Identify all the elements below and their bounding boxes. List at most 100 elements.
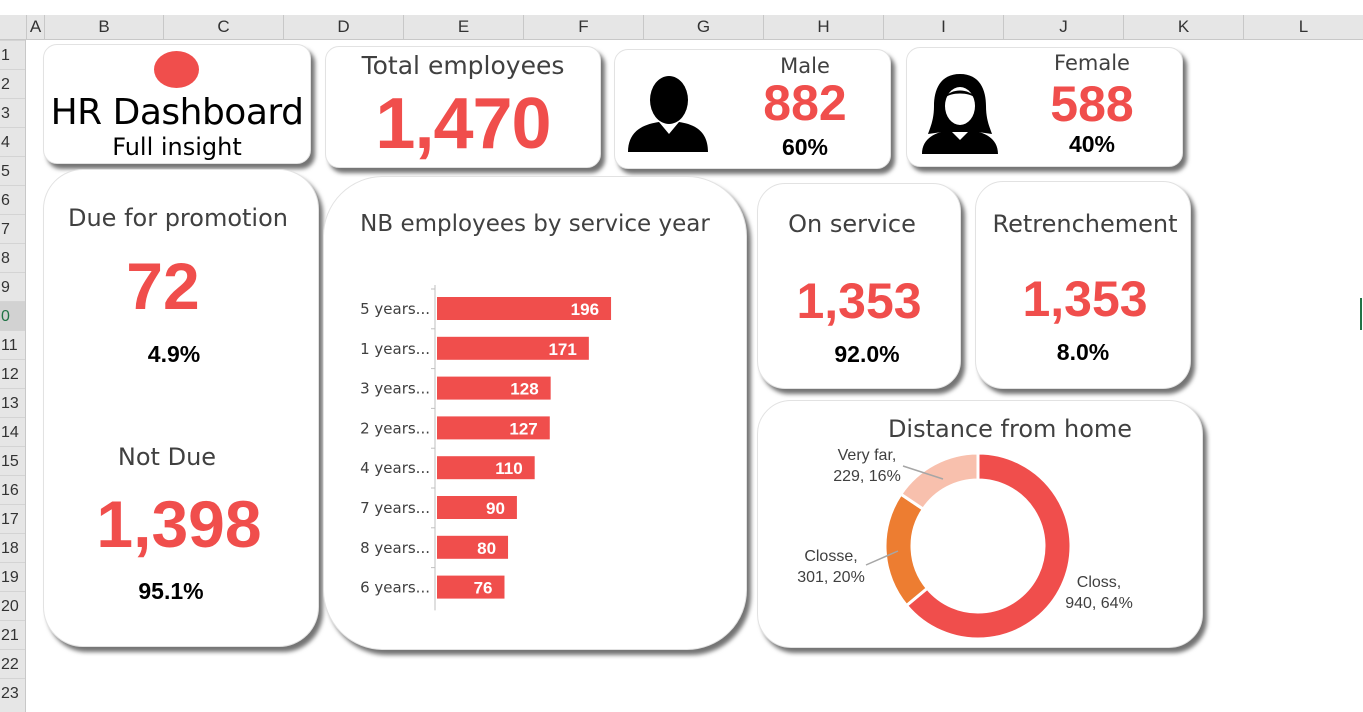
- row-header-20[interactable]: 20: [0, 591, 25, 620]
- bar-data-label: 110: [495, 459, 522, 478]
- male-card: Male 882 60%: [614, 49, 891, 169]
- donut-label-closse-detail: 301, 20%: [797, 569, 865, 586]
- donut-label-very-far: Very far, 229, 16%: [822, 445, 912, 487]
- donut-slice: [904, 451, 1073, 641]
- row-header-2[interactable]: 2: [0, 69, 25, 98]
- row-header-3[interactable]: 3: [0, 98, 25, 127]
- row-header-9[interactable]: 9: [0, 272, 25, 301]
- male-person-icon: [625, 72, 711, 152]
- column-header-h[interactable]: H: [763, 15, 883, 39]
- on-service-percent: 92.0%: [834, 341, 900, 367]
- retrenchement-card: Retrenchement 1,353 8.0%: [975, 181, 1191, 389]
- bar: [437, 297, 612, 320]
- on-service-card: On service 1,353 92.0%: [757, 183, 961, 389]
- donut-leader-line: [865, 550, 899, 566]
- row-header-11[interactable]: 11: [0, 330, 25, 359]
- brand-dot-icon: [154, 51, 199, 88]
- column-header-a[interactable]: A: [26, 15, 44, 39]
- bar: [437, 535, 509, 559]
- row-header-6[interactable]: 6: [0, 185, 25, 214]
- row-header-5[interactable]: 5: [0, 156, 25, 185]
- donut-label-closs-detail: 940, 64%: [1065, 595, 1133, 612]
- bar-category-label: 1 years...: [360, 340, 430, 358]
- male-value: 882: [763, 75, 847, 131]
- row-header-21[interactable]: 21: [0, 620, 25, 649]
- female-percent: 40%: [1068, 131, 1116, 157]
- male-percent: 60%: [781, 134, 829, 160]
- donut-label-closs: Closs, 940, 64%: [1054, 572, 1144, 614]
- donut-leader-line: [902, 465, 944, 480]
- donut-label-closse: Closse, 301, 20%: [786, 546, 876, 588]
- row-header-8[interactable]: 8: [0, 243, 25, 272]
- bar-category-label: 6 years...: [360, 579, 430, 597]
- row-header-14[interactable]: 14: [0, 417, 25, 446]
- bar-data-label: 171: [548, 340, 576, 359]
- column-header-c[interactable]: C: [163, 15, 283, 39]
- row-header-13[interactable]: 13: [0, 388, 25, 417]
- bar-category-label: 8 years...: [360, 539, 430, 557]
- row-header-7[interactable]: 7: [0, 214, 25, 243]
- promotion-card: Due for promotion 72 4.9% Not Due 1,398 …: [43, 169, 319, 647]
- donut-label-very-far-name: Very far,: [837, 447, 897, 464]
- female-label: Female: [1054, 51, 1130, 75]
- distance-chart-card: Distance from home Very far, 229, 16% Cl…: [757, 400, 1203, 648]
- row-header-10[interactable]: 0: [0, 301, 25, 330]
- on-service-label: On service: [788, 210, 916, 238]
- not-due-percent: 95.1%: [138, 578, 204, 604]
- bar-data-label: 80: [477, 539, 496, 558]
- dashboard-title: HR Dashboard: [50, 92, 304, 133]
- bar-data-label: 196: [571, 300, 599, 319]
- bar: [437, 376, 551, 400]
- dashboard-subtitle: Full insight: [112, 133, 242, 161]
- row-header-4[interactable]: 4: [0, 127, 25, 156]
- bar: [437, 416, 550, 440]
- title-card: HR Dashboard Full insight: [43, 44, 311, 164]
- distance-donut-chart: [865, 451, 1073, 641]
- row-header-22[interactable]: 22: [0, 649, 25, 678]
- bar-data-label: 128: [510, 380, 538, 399]
- column-header-j[interactable]: J: [1003, 15, 1123, 39]
- female-value: 588: [1050, 76, 1134, 132]
- donut-slice: [898, 451, 980, 512]
- column-header-e[interactable]: E: [403, 15, 523, 39]
- total-employees-label: Total employees: [361, 51, 565, 80]
- bar: [437, 456, 535, 480]
- active-cell-marker: [1360, 298, 1362, 330]
- row-header-16[interactable]: 16: [0, 475, 25, 504]
- bar-data-label: 90: [486, 499, 505, 518]
- bar-category-label: 4 years...: [360, 459, 430, 477]
- not-due-value: 1,398: [96, 487, 262, 561]
- row-header-12[interactable]: 12: [0, 359, 25, 388]
- row-header-1[interactable]: 1: [0, 40, 25, 69]
- due-promotion-value: 72: [126, 249, 200, 323]
- female-person-icon: [920, 72, 1000, 154]
- row-header-15[interactable]: 15: [0, 446, 25, 475]
- bar: [437, 496, 517, 519]
- distance-chart-title: Distance from home: [887, 415, 1133, 443]
- column-header-d[interactable]: D: [283, 15, 403, 39]
- total-employees-value: 1,470: [375, 84, 551, 164]
- retrenchement-percent: 8.0%: [1056, 339, 1110, 365]
- row-header-17[interactable]: 17: [0, 504, 25, 533]
- bar: [437, 575, 505, 599]
- column-header-g[interactable]: G: [643, 15, 763, 39]
- donut-label-closse-name: Closse,: [804, 548, 858, 565]
- row-header-19[interactable]: 19: [0, 562, 25, 591]
- donut-label-very-far-detail: 229, 16%: [833, 468, 901, 485]
- on-service-value: 1,353: [796, 273, 922, 329]
- row-header-18[interactable]: 18: [0, 533, 25, 562]
- total-employees-card: Total employees 1,470: [325, 46, 601, 168]
- row-header-23[interactable]: 23: [0, 678, 25, 707]
- male-label: Male: [780, 54, 830, 78]
- retrenchement-value: 1,353: [1022, 271, 1148, 327]
- donut-label-closs-name: Closs,: [1076, 574, 1122, 591]
- column-header-b[interactable]: B: [44, 15, 163, 39]
- column-header-k[interactable]: K: [1123, 15, 1243, 39]
- column-header-f[interactable]: F: [523, 15, 643, 39]
- not-due-label: Not Due: [117, 443, 217, 471]
- bar-category-label: 3 years...: [360, 380, 430, 398]
- female-card: Female 588 40%: [906, 47, 1183, 167]
- column-header-i[interactable]: I: [883, 15, 1003, 39]
- column-header-l[interactable]: L: [1243, 15, 1363, 39]
